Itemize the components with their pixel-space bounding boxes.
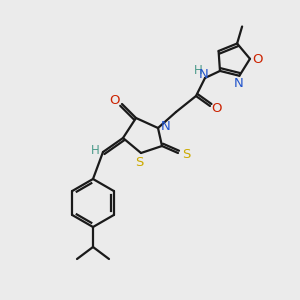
Text: S: S [182, 148, 190, 161]
Text: N: N [161, 119, 171, 133]
Text: N: N [233, 77, 243, 90]
Text: H: H [91, 143, 99, 157]
Text: S: S [135, 155, 143, 169]
Text: O: O [212, 103, 222, 116]
Text: O: O [253, 53, 263, 66]
Text: O: O [110, 94, 120, 107]
Text: H: H [194, 64, 202, 76]
Text: N: N [199, 68, 209, 80]
